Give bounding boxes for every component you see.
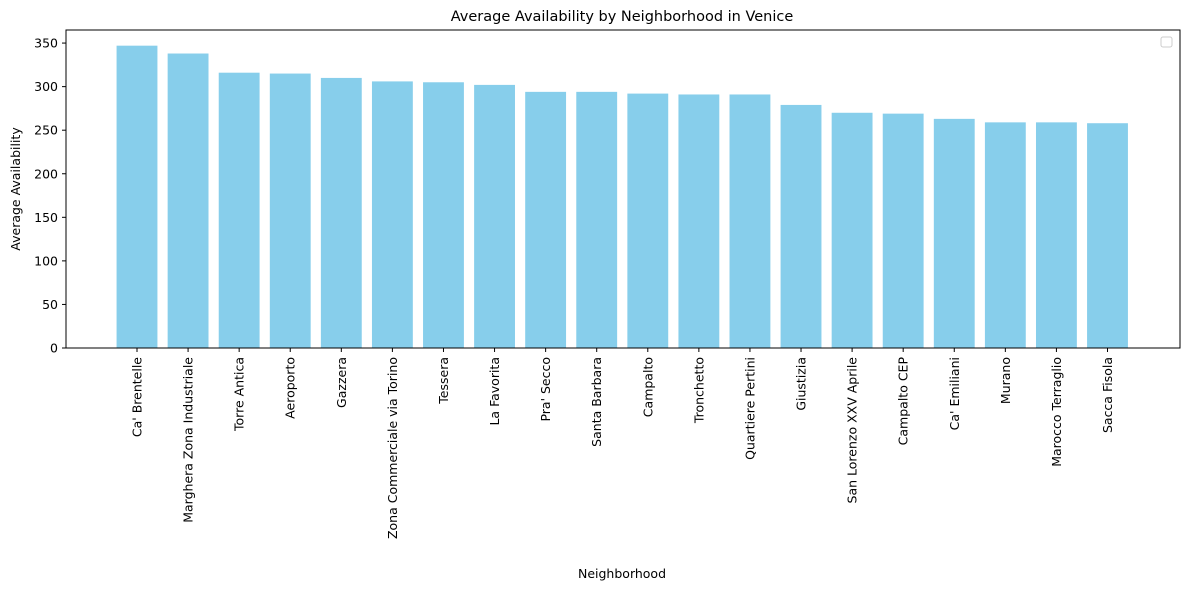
x-tick-label: Torre Antica: [232, 357, 247, 432]
x-tick-label: Sacca Fisola: [1100, 357, 1115, 433]
bar: [627, 93, 669, 348]
x-tick-label: Tronchetto: [691, 357, 706, 424]
bar: [371, 81, 413, 349]
bar: [218, 72, 260, 348]
bar: [576, 91, 618, 349]
bar: [933, 118, 975, 349]
y-axis-label: Average Availability: [8, 127, 23, 251]
y-tick-label: 350: [34, 36, 58, 51]
bar: [984, 122, 1026, 348]
x-tick-label: Marocco Terraglio: [1049, 357, 1064, 467]
bar: [269, 73, 311, 348]
x-tick-label: Gazzera: [334, 357, 349, 408]
legend-box: [1160, 36, 1173, 48]
plot-frame: [65, 29, 1181, 349]
x-tick-label: Pra' Secco: [538, 357, 553, 422]
x-axis: Ca' Brentelle Marghera Zona Industriale To…: [130, 348, 1115, 539]
bar: [320, 77, 362, 349]
bar: [474, 84, 515, 348]
x-tick-label: Ca' Brentelle: [130, 357, 145, 437]
x-tick-label: Quartiere Pertini: [742, 357, 757, 460]
bar: [423, 82, 464, 349]
bar: [831, 112, 873, 349]
x-tick-label: Campalto CEP: [896, 357, 911, 446]
x-tick-label: Marghera Zona Industriale: [181, 357, 196, 523]
bar: [882, 113, 924, 348]
x-axis-label: Neighborhood: [578, 566, 666, 581]
y-tick-label: 200: [34, 166, 58, 181]
bar: [729, 94, 771, 348]
y-axis: 0 50 100 150 200 250 300 350: [34, 36, 66, 356]
y-tick-label: 250: [34, 123, 58, 138]
y-tick-label: 150: [34, 210, 58, 225]
x-tick-label: La Favorita: [487, 357, 502, 426]
x-tick-label: Aeroporto: [283, 357, 298, 419]
bar: [1035, 122, 1077, 348]
y-tick-label: 0: [50, 341, 58, 356]
y-tick-label: 50: [42, 297, 58, 312]
x-tick-label: Murano: [998, 357, 1013, 404]
bar: [116, 45, 158, 349]
bar: [167, 53, 209, 349]
y-tick-label: 300: [34, 79, 58, 94]
bar: [780, 104, 822, 349]
x-tick-label: Tessera: [436, 357, 451, 405]
bar: [525, 91, 567, 349]
x-tick-label: Zona Commerciale via Torino: [385, 357, 400, 539]
bars-group: [116, 45, 1128, 349]
x-tick-label: Ca' Emiliani: [947, 357, 962, 430]
bar: [1087, 123, 1128, 348]
x-tick-label: San Lorenzo XXV Aprile: [845, 357, 860, 504]
x-tick-label: Santa Barbara: [589, 357, 604, 447]
chart-title: Average Availability by Neighborhood in …: [451, 9, 794, 25]
x-tick-label: Campalto: [640, 357, 655, 417]
y-tick-label: 100: [34, 253, 58, 268]
bar: [678, 94, 720, 348]
x-tick-label: Giustizia: [794, 357, 809, 411]
